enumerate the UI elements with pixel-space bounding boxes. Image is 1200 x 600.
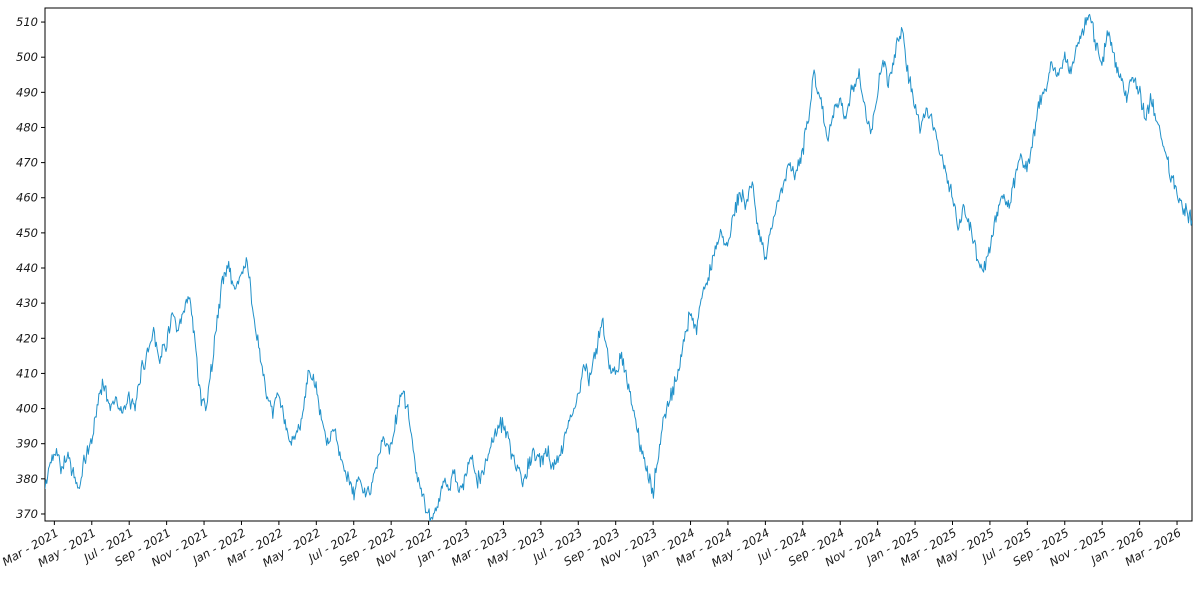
y-tick-label: 380 <box>16 472 38 486</box>
y-tick-label: 470 <box>16 156 38 170</box>
y-tick-label: 480 <box>16 120 38 134</box>
y-tick-label: 450 <box>16 226 38 240</box>
y-tick-label: 400 <box>16 402 38 416</box>
y-tick-label: 500 <box>16 50 38 64</box>
price-series-line <box>45 13 1192 521</box>
y-axis-ticks: 370 380 390 400 410 420 430 440 450 460 470 480 490 5… <box>16 15 45 521</box>
y-tick-label: 420 <box>16 331 38 345</box>
y-tick-label: 440 <box>16 261 38 275</box>
y-tick-label: 410 <box>16 366 38 380</box>
y-tick-label: 460 <box>16 191 38 205</box>
y-tick-label: 510 <box>16 15 38 29</box>
y-tick-label: 430 <box>16 296 38 310</box>
y-tick-label: 490 <box>16 85 38 99</box>
y-tick-label: 370 <box>16 507 38 521</box>
y-tick-label: 390 <box>16 437 38 451</box>
